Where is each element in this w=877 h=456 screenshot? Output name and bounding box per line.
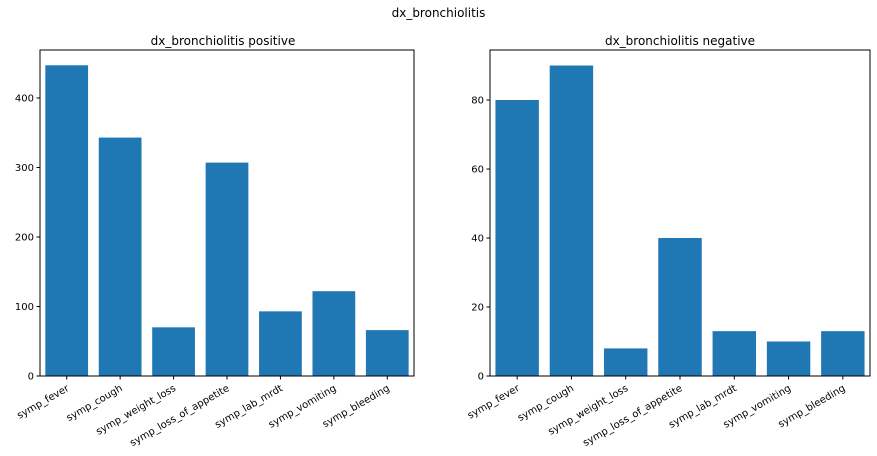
bar-group-right (495, 65, 865, 377)
bar-symp_weight_loss (152, 327, 195, 376)
bar-symp_bleeding (821, 331, 865, 376)
y-tick-label: 60 (471, 165, 484, 176)
y-tick-label: 100 (15, 302, 34, 313)
y-tick-label: 20 (471, 303, 484, 314)
x-axis-left: symp_feversymp_coughsymp_weight_losssymp… (15, 376, 392, 449)
bar-symp_bleeding (365, 330, 409, 376)
x-tick-label: symp_loss_of_appetite (128, 383, 231, 449)
bar-symp_loss_of_appetite (658, 238, 702, 376)
y-tick-label: 0 (28, 372, 34, 383)
bar-group-left (45, 65, 409, 376)
chart-left: dx_bronchiolitis positive 0100200300400 … (15, 34, 415, 449)
x-tick-label: symp_fever (466, 383, 523, 422)
y-axis-right: 0 20 40 60 80 (471, 96, 490, 383)
bar-symp_vomiting (766, 341, 811, 376)
bar-symp_fever (45, 65, 89, 376)
chart-title-left: dx_bronchiolitis positive (151, 34, 296, 48)
y-axis-left: 0 100 200 300 400 (15, 93, 40, 383)
plot-frame-right (489, 49, 871, 377)
x-tick-label: symp_loss_of_appetite (581, 383, 684, 449)
y-tick-label: 80 (471, 96, 484, 107)
figure-title: dx_bronchiolitis (391, 6, 486, 20)
chart-right: dx_bronchiolitis negative 0 20 40 60 80 symp… (466, 34, 871, 449)
plot-frame-left (39, 49, 415, 377)
bar-symp_cough (98, 137, 142, 376)
bar-symp_lab_mrdt (259, 311, 302, 376)
bar-symp_vomiting (312, 291, 356, 376)
y-tick-label: 300 (15, 163, 34, 174)
bar-symp_lab_mrdt (712, 331, 756, 376)
y-tick-label: 0 (478, 372, 484, 383)
x-tick-label: symp_fever (15, 383, 72, 422)
bar-symp_cough (549, 65, 594, 377)
bar-symp_weight_loss (604, 348, 648, 376)
x-axis-right: symp_feversymp_coughsymp_weight_losssymp… (466, 376, 847, 449)
y-tick-label: 200 (15, 232, 34, 243)
bar-symp_fever (495, 100, 539, 377)
bar-symp_loss_of_appetite (205, 162, 249, 376)
y-tick-label: 40 (471, 234, 484, 245)
chart-title-right: dx_bronchiolitis negative (605, 34, 755, 48)
y-tick-label: 400 (15, 93, 34, 104)
